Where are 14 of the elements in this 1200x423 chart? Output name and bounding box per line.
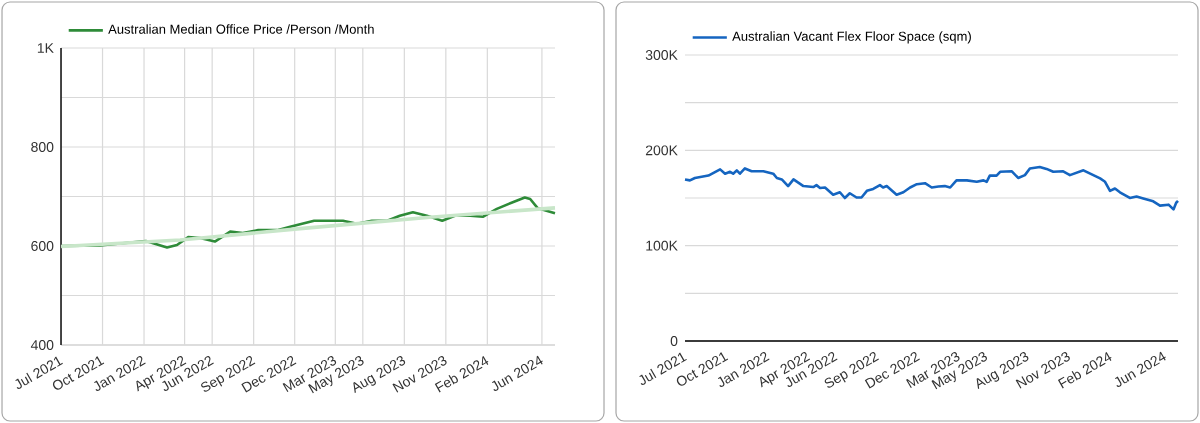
legend-label: Australian Median Office Price /Person /Month: [108, 24, 374, 34]
y-tick-label: 200K: [645, 145, 678, 156]
legend-label: Australian Vacant Flex Floor Space (sqm): [732, 31, 971, 44]
y-tick-label: 100K: [646, 240, 678, 251]
y-tick-label: 1K: [37, 43, 54, 53]
x-tick-label: Jun 2024: [491, 355, 543, 391]
y-tick-label: 800: [31, 142, 54, 152]
y-tick-label: 400: [30, 340, 54, 350]
y-tick-label: 300K: [645, 50, 678, 60]
y-tick-label: 600: [31, 241, 54, 251]
x-tick-label: Jun 2024: [1115, 351, 1166, 387]
line-series: [59, 206, 557, 249]
line-series: [683, 165, 1180, 211]
y-tick-label: 0: [670, 336, 678, 346]
